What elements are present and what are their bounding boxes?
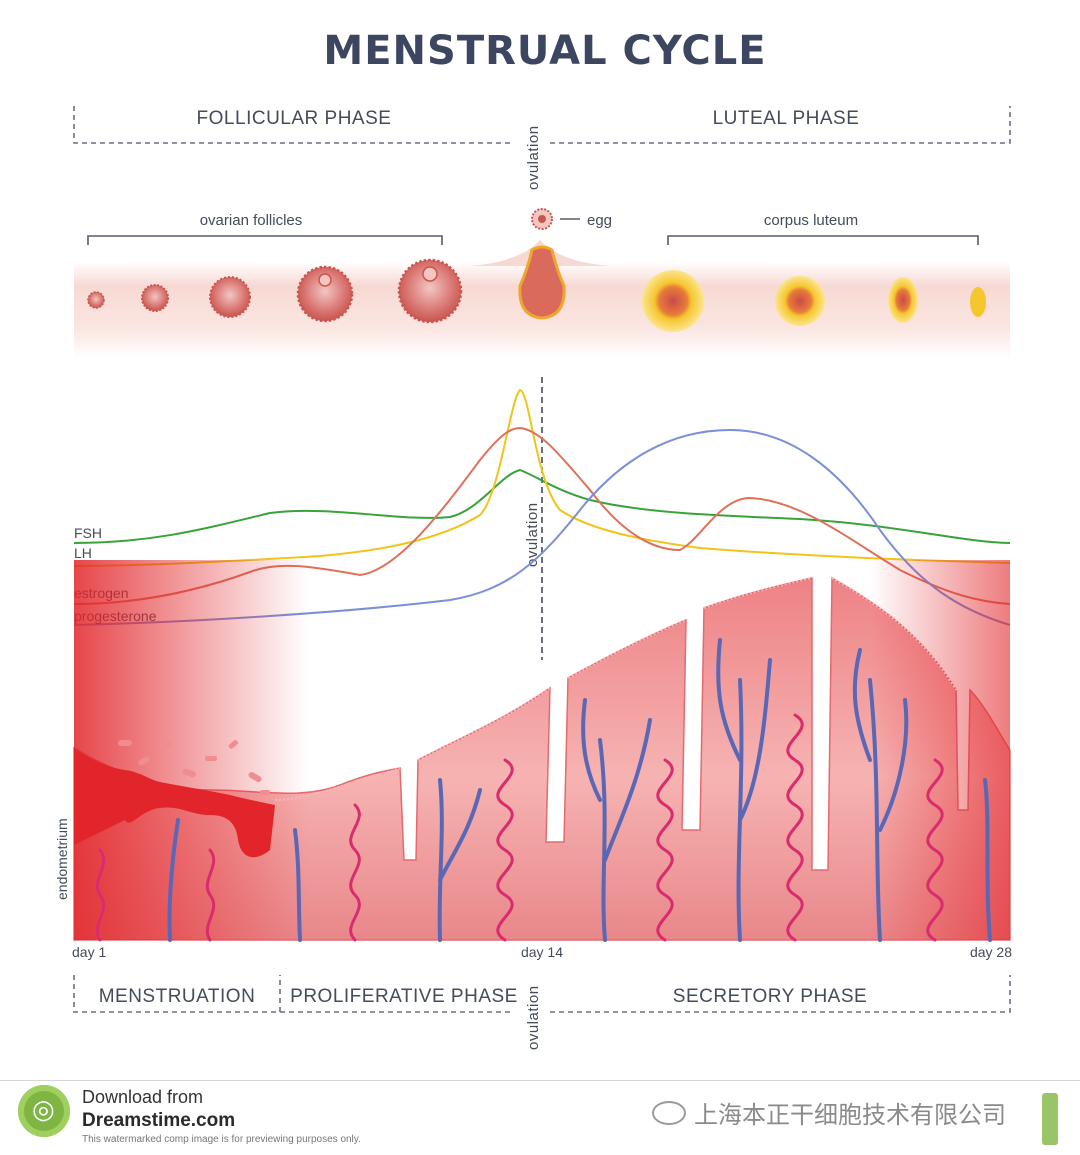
follicle-2 xyxy=(141,284,169,312)
blood-vessels xyxy=(167,638,992,942)
ovulation-label-top: ovulation xyxy=(525,125,542,190)
follicle-5 xyxy=(397,258,463,324)
follicle-4 xyxy=(296,265,354,323)
lh-label: LH xyxy=(74,545,92,561)
endometrium xyxy=(73,560,1011,942)
secretory-phase-label: SECRETORY PHASE xyxy=(673,986,867,1007)
dreamstime-logo-icon: ◎ xyxy=(18,1085,70,1137)
company-name: 上海本正干细胞技术有限公司 xyxy=(694,1101,1006,1129)
ovulation-label-mid: ovulation xyxy=(524,502,541,567)
endometrium-label: endometrium xyxy=(54,818,70,900)
ovarian-follicles xyxy=(87,245,566,324)
follicular-phase-box xyxy=(73,106,512,144)
menstrual-blood xyxy=(74,748,275,858)
endometrium-shade xyxy=(74,560,1010,940)
corpus-luteum-2 xyxy=(775,276,825,326)
download-from-text: Download from xyxy=(82,1087,204,1107)
secretory-box xyxy=(550,975,1011,1013)
endometrium-surface xyxy=(274,577,957,801)
egg-label: egg xyxy=(587,212,612,229)
corpus-luteum-bracket xyxy=(667,235,979,245)
day-28-label: day 28 xyxy=(970,944,1012,960)
luteal-phase-label: LUTEAL PHASE xyxy=(713,108,860,129)
follicle-3 xyxy=(209,276,251,318)
side-badge-icon xyxy=(1042,1093,1058,1145)
follicle-1 xyxy=(87,291,105,309)
corpus-luteum-4 xyxy=(970,287,986,317)
watermark-footer: ◎ Download from Dreamstime.com This wate… xyxy=(0,1080,1080,1155)
follicular-phase-label: FOLLICULAR PHASE xyxy=(197,108,392,129)
egg xyxy=(531,208,580,230)
day-1-label: day 1 xyxy=(72,944,106,960)
proliferative-phase-label: PROLIFERATIVE PHASE xyxy=(290,986,518,1007)
day-14-label: day 14 xyxy=(521,944,563,960)
menstruation-label: MENSTRUATION xyxy=(99,986,256,1007)
diagram-title: MENSTRUAL CYCLE xyxy=(323,28,766,74)
corpus-luteum-3 xyxy=(888,277,918,323)
corpus-luteum-stages xyxy=(642,270,986,332)
follicles-bracket xyxy=(87,235,443,245)
ovulation-label-bottom: ovulation xyxy=(525,985,542,1050)
corpus-luteum-label: corpus luteum xyxy=(764,212,858,229)
fsh-label: FSH xyxy=(74,525,102,541)
ruptured-follicle xyxy=(518,245,566,320)
shed-tissue-fragments xyxy=(118,740,270,795)
endometrial-glands xyxy=(95,713,944,942)
wechat-icon xyxy=(652,1101,686,1125)
luteal-phase-box xyxy=(550,106,1011,144)
menstruation-box xyxy=(73,975,281,1013)
ovarian-follicles-label: ovarian follicles xyxy=(200,212,303,229)
watermark-note: This watermarked comp image is for previ… xyxy=(82,1134,361,1145)
dreamstime-site-text: Dreamstime.com xyxy=(82,1110,236,1131)
company-watermark: 上海本正干细胞技术有限公司 xyxy=(652,1095,1006,1130)
lh-curve xyxy=(73,388,1011,567)
corpus-luteum-1 xyxy=(642,270,704,332)
